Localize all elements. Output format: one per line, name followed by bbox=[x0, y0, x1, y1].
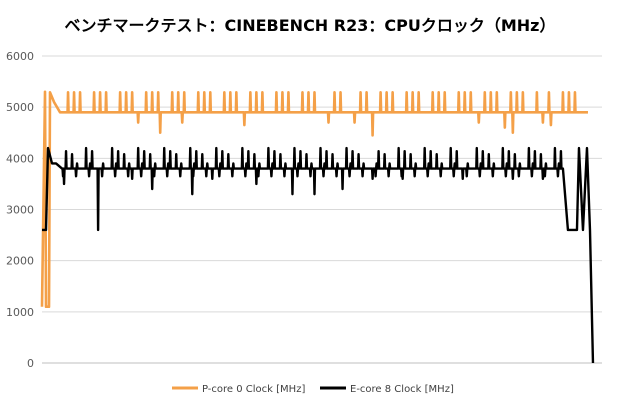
legend: P-core 0 Clock [MHz] E-core 8 Clock [MHz] bbox=[172, 384, 454, 395]
y-tick-label: 3000 bbox=[6, 204, 34, 217]
y-tick-label: 5000 bbox=[6, 101, 34, 114]
gridlines bbox=[42, 55, 602, 364]
legend-label: P-core 0 Clock [MHz] bbox=[202, 384, 305, 395]
series-line-e-core-8 bbox=[42, 146, 595, 364]
legend-label: E-core 8 Clock [MHz] bbox=[350, 384, 454, 395]
series-layer bbox=[40, 90, 595, 364]
y-tick-label: 2000 bbox=[6, 255, 34, 268]
series-line-p-core-0 bbox=[40, 90, 588, 309]
y-tick-label: 4000 bbox=[6, 152, 34, 165]
y-tick-label: 0 bbox=[27, 357, 34, 370]
y-tick-label: 1000 bbox=[6, 306, 34, 319]
y-axis-tick-labels: 0 1000 2000 3000 4000 5000 6000 bbox=[6, 50, 34, 370]
y-tick-label: 6000 bbox=[6, 50, 34, 63]
chart-title: ベンチマークテスト：CINEBENCH R23：CPUクロック（MHz） bbox=[64, 16, 556, 35]
